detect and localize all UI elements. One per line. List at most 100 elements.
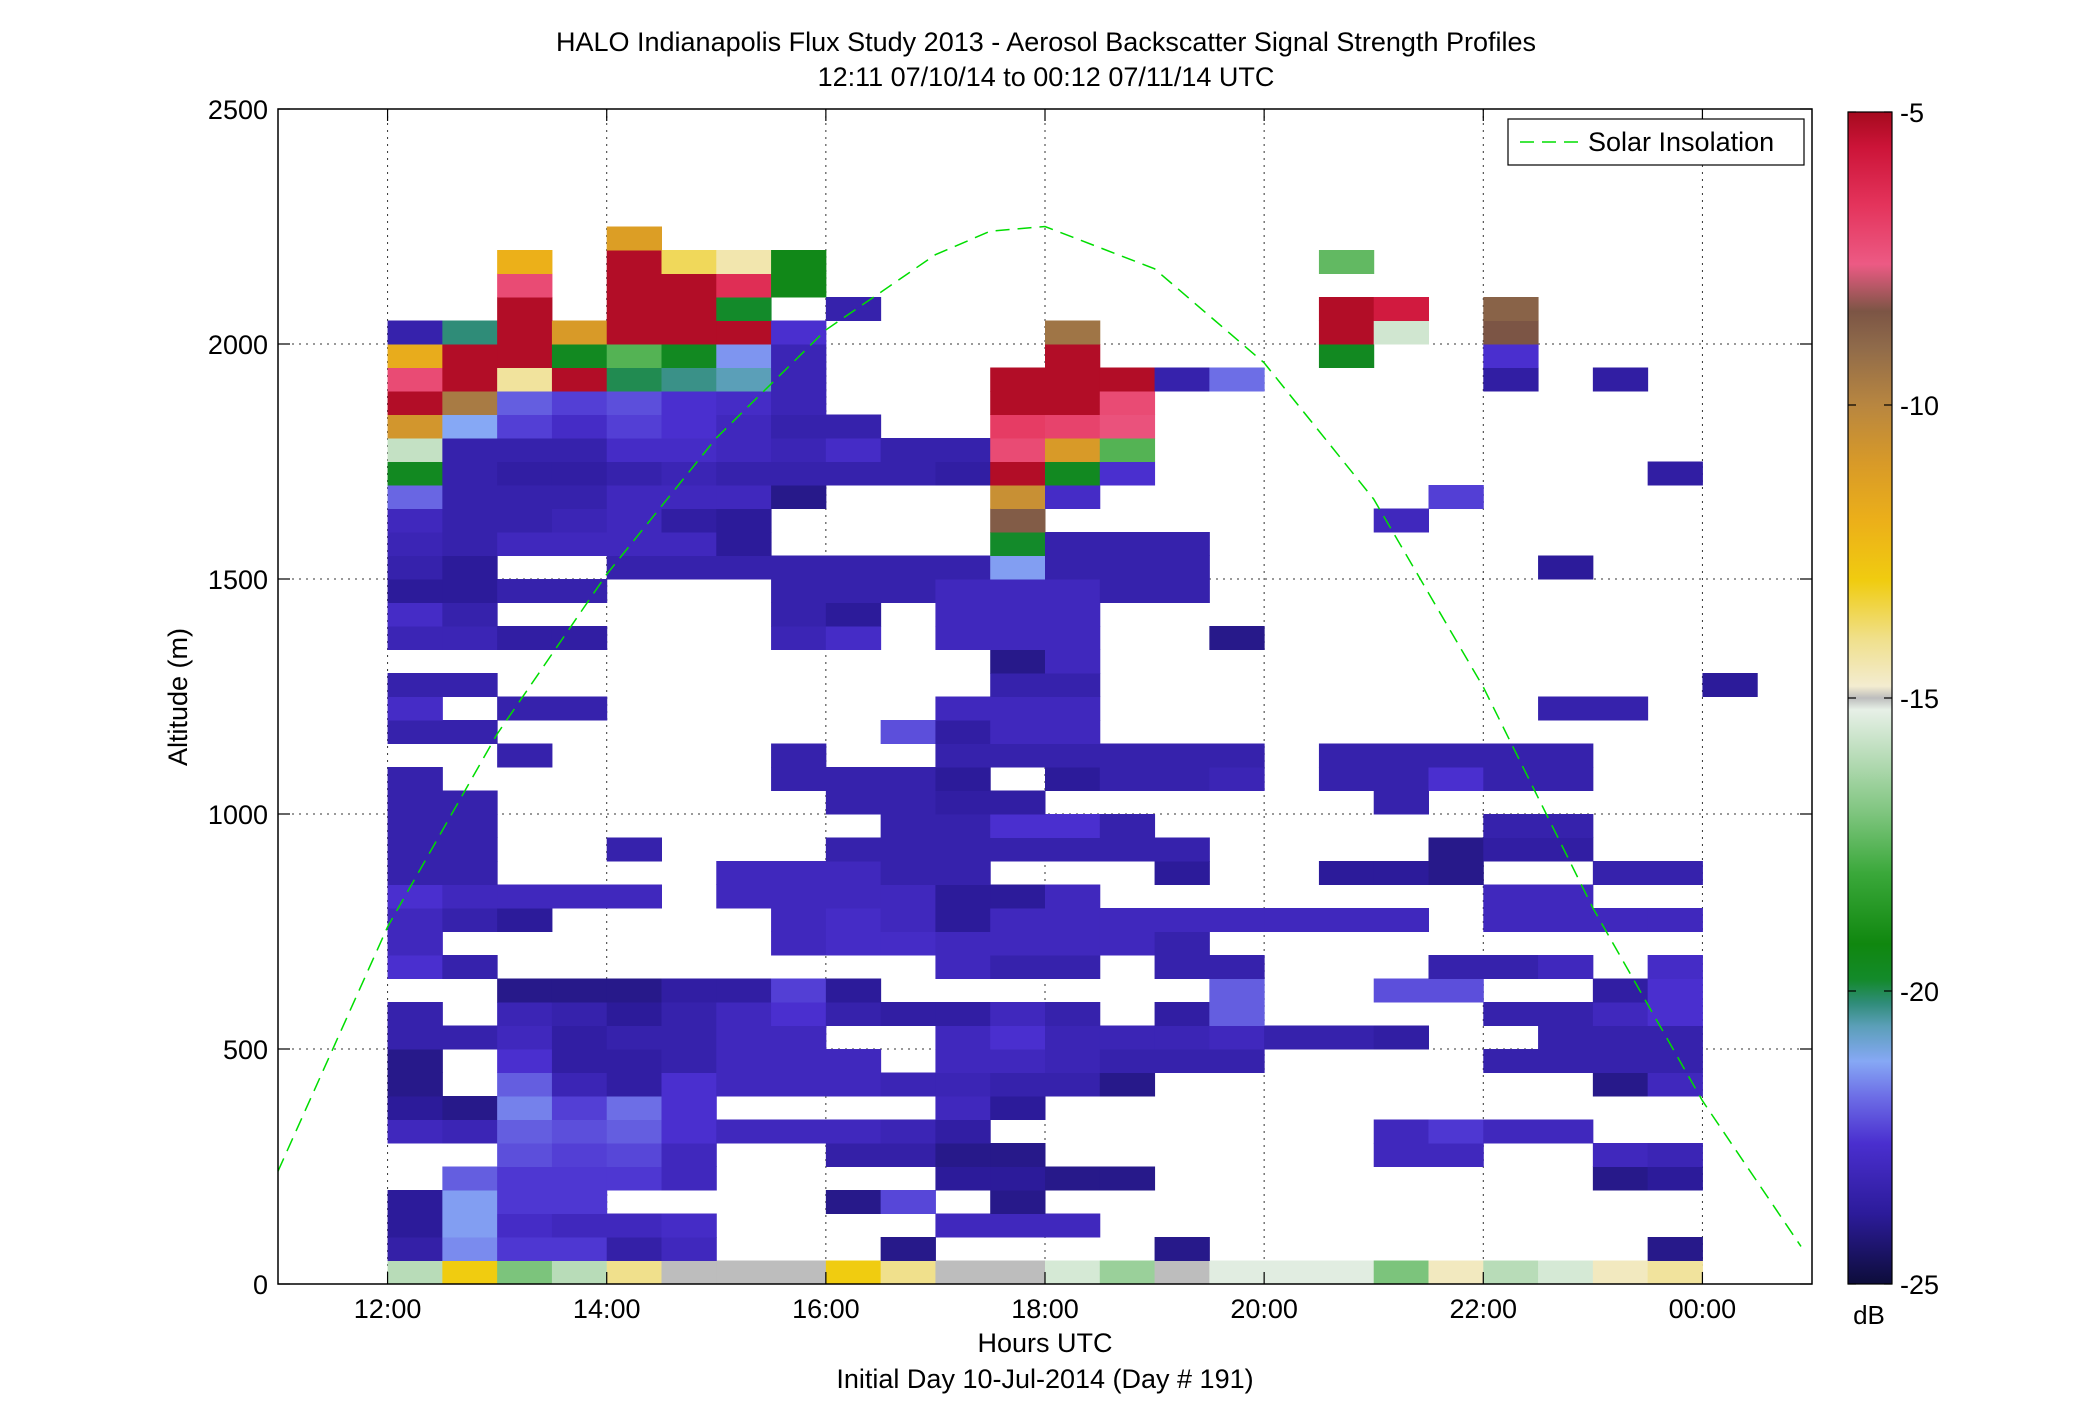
heatmap-cell <box>387 391 443 415</box>
heatmap-cell <box>880 579 936 603</box>
heatmap-cell <box>716 555 772 580</box>
heatmap-cell <box>1099 367 1156 392</box>
heatmap-cell <box>990 508 1046 533</box>
heatmap-cell <box>1318 908 1375 932</box>
heatmap-cell <box>1538 1260 1594 1285</box>
heatmap-cell <box>1428 1260 1484 1285</box>
heatmap-cell <box>880 1072 936 1097</box>
heatmap-cell <box>1647 955 1703 979</box>
heatmap-cell <box>442 555 498 580</box>
heatmap-cell <box>606 273 662 298</box>
heatmap-cell <box>1154 1260 1210 1285</box>
heatmap-cell <box>442 626 498 650</box>
heatmap-cell <box>771 461 827 486</box>
heatmap-cell <box>1592 696 1649 721</box>
heatmap-cell <box>1154 1002 1210 1026</box>
heatmap-cell <box>1154 367 1210 392</box>
heatmap-cell <box>716 532 772 556</box>
heatmap-cell <box>1045 344 1101 368</box>
heatmap-cell <box>551 367 608 392</box>
heatmap-cell <box>935 908 991 932</box>
heatmap-cell <box>1538 767 1594 791</box>
heatmap-cell <box>387 673 443 697</box>
x-tick-label: 20:00 <box>1230 1294 1298 1324</box>
heatmap-cell <box>716 344 772 368</box>
heatmap-cell <box>387 579 443 603</box>
heatmap-cell <box>771 743 827 768</box>
heatmap-cell <box>1592 1166 1649 1191</box>
heatmap-cell <box>716 320 772 345</box>
colorbar-tick-label: -10 <box>1900 391 1939 421</box>
heatmap-cell <box>990 1143 1046 1167</box>
heatmap-cell <box>935 837 991 862</box>
heatmap-cell <box>1045 955 1101 979</box>
heatmap-cell <box>661 273 717 298</box>
heatmap-cell <box>990 696 1046 721</box>
heatmap-cell <box>825 884 882 909</box>
heatmap-cell <box>1647 1166 1703 1191</box>
heatmap-cell <box>771 1119 827 1144</box>
heatmap-cell <box>1373 978 1429 1003</box>
heatmap-cell <box>387 1213 443 1238</box>
heatmap-cell <box>661 438 717 462</box>
heatmap-cell <box>1483 908 1539 932</box>
heatmap-cell <box>1045 1166 1101 1191</box>
heatmap-cell <box>606 1166 662 1191</box>
heatmap-cell <box>1428 1143 1484 1167</box>
heatmap-cell <box>497 250 553 274</box>
heatmap-cell <box>606 320 662 345</box>
heatmap-cell <box>771 884 827 909</box>
heatmap-cell <box>1538 555 1594 580</box>
heatmap-cell <box>497 743 553 768</box>
heatmap-cell <box>990 438 1046 462</box>
heatmap-cell <box>990 532 1046 556</box>
heatmap-cell <box>1647 1143 1703 1167</box>
heatmap-cell <box>1538 1049 1594 1073</box>
heatmap-cell <box>1045 673 1101 697</box>
heatmap-cell <box>387 861 443 885</box>
heatmap-cell <box>1154 767 1210 791</box>
heatmap-cell <box>990 1025 1046 1050</box>
heatmap-cell <box>880 814 936 838</box>
heatmap-cell <box>771 978 827 1003</box>
y-tick-label: 0 <box>253 1270 268 1300</box>
heatmap-cell <box>1318 767 1375 791</box>
heatmap-cell <box>771 767 827 791</box>
heatmap-cell <box>1099 438 1156 462</box>
heatmap-cell <box>1373 1025 1429 1050</box>
heatmap-cell <box>716 861 772 885</box>
heatmap-cell <box>1209 767 1265 791</box>
heatmap-cell <box>1154 743 1210 768</box>
heatmap-cell <box>825 978 882 1003</box>
heatmap-cell <box>1209 1049 1265 1073</box>
heatmap-cell <box>1647 908 1703 932</box>
heatmap-cell <box>661 1072 717 1097</box>
heatmap-cell <box>825 790 882 815</box>
heatmap-cell <box>880 1119 936 1144</box>
heatmap-cell <box>442 508 498 533</box>
y-axis-label: Altitude (m) <box>163 628 193 766</box>
heatmap-cell <box>1318 1025 1375 1050</box>
heatmap-cell <box>551 532 608 556</box>
heatmap-cell <box>1318 861 1375 885</box>
heatmap-cell <box>1099 579 1156 603</box>
heatmap-cell <box>551 884 608 909</box>
heatmap-cell <box>551 579 608 603</box>
heatmap-cell <box>935 461 991 486</box>
heatmap-cell <box>990 673 1046 697</box>
heatmap-cell <box>1483 367 1539 392</box>
heatmap-cell <box>1592 1143 1649 1167</box>
heatmap-cell <box>606 884 662 909</box>
heatmap-cell <box>497 320 553 345</box>
heatmap-cell <box>880 438 936 462</box>
heatmap-cell <box>716 978 772 1003</box>
heatmap-cell <box>387 485 443 509</box>
heatmap-cell <box>661 532 717 556</box>
heatmap-cell <box>387 1260 443 1285</box>
heatmap-cell <box>1264 1260 1320 1285</box>
heatmap-cell <box>442 320 498 345</box>
heatmap-cell <box>990 1166 1046 1191</box>
heatmap-cell <box>990 814 1046 838</box>
heatmap-cell <box>771 555 827 580</box>
heatmap-cell <box>1045 532 1101 556</box>
